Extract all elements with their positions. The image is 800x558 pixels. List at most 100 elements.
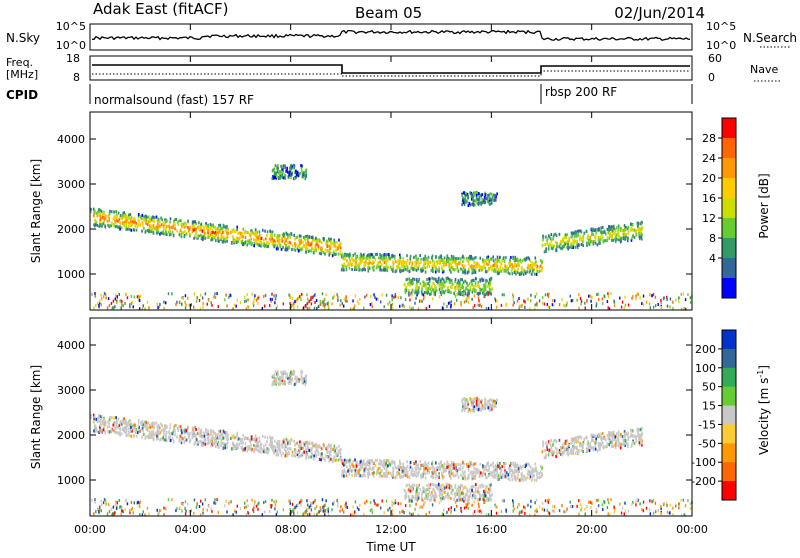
- power-cell: [280, 237, 283, 241]
- power-cell: [578, 243, 580, 247]
- power-cell: [487, 268, 490, 272]
- cpid-mode-1: normalsound (fast) 157 RF: [94, 93, 254, 107]
- power-cell: [588, 294, 590, 298]
- power-cell: [414, 267, 416, 271]
- velocity-cell: [348, 461, 350, 465]
- power-cell: [482, 283, 485, 287]
- power-cell: [119, 299, 121, 303]
- power-cell: [473, 304, 476, 308]
- power-cell: [342, 256, 344, 260]
- power-cell: [414, 301, 416, 305]
- power-cell: [365, 293, 368, 297]
- power-cell: [98, 301, 101, 305]
- velocity-cell: [400, 468, 403, 472]
- velocity-cell: [430, 496, 433, 500]
- power-cell: [434, 264, 437, 268]
- power-cell: [428, 278, 431, 282]
- sky-right-tick-high: 10^5: [706, 20, 736, 33]
- velocity-cell: [424, 468, 427, 472]
- power-cell: [119, 227, 121, 231]
- power-cell: [253, 297, 256, 301]
- velocity-cell: [317, 449, 319, 453]
- velocity-cell: [340, 461, 343, 465]
- power-cell: [412, 277, 414, 281]
- power-cell: [279, 176, 281, 180]
- power-cell: [363, 306, 365, 310]
- power-cell: [222, 236, 224, 240]
- power-cell: [146, 223, 149, 227]
- velocity-cell: [521, 477, 524, 481]
- power-cell: [98, 213, 100, 217]
- power-cell: [161, 218, 163, 222]
- power-cell: [512, 294, 515, 298]
- power-cell: [626, 227, 629, 231]
- power-cell: [527, 263, 530, 267]
- velocity-cell: [528, 476, 531, 480]
- power-cell: [145, 215, 148, 219]
- power-cell: [363, 264, 365, 268]
- power-cell: [461, 292, 464, 296]
- power-cell: [689, 300, 692, 304]
- velocity-cell: [426, 468, 429, 472]
- power-cell: [291, 244, 294, 248]
- velocity-cell: [391, 474, 393, 478]
- power-cell: [499, 267, 502, 271]
- velocity-cell: [348, 472, 351, 476]
- power-cell: [371, 302, 373, 306]
- velocity-cell: [161, 424, 163, 428]
- power-cell: [358, 256, 360, 260]
- power-cell: [466, 200, 469, 204]
- power-cell: [489, 192, 492, 196]
- velocity-cell: [146, 435, 149, 439]
- power-cell: [195, 299, 198, 303]
- power-cell: [489, 196, 491, 200]
- power-cell: [462, 196, 464, 200]
- velocity-cell: [283, 442, 286, 446]
- velocity-cell: [442, 467, 444, 471]
- power-cell: [582, 235, 585, 239]
- velocity-cell: [525, 463, 527, 467]
- power-cell: [577, 234, 579, 238]
- velocity-cell: [299, 440, 301, 444]
- velocity-cell: [250, 437, 253, 441]
- velocity-cell: [482, 493, 484, 497]
- power-cell: [464, 292, 467, 296]
- power-cell: [282, 302, 285, 306]
- power-cell: [514, 255, 517, 259]
- power-cell: [649, 293, 651, 297]
- velocity-cell: [533, 474, 536, 478]
- power-cell: [352, 307, 354, 311]
- velocity-cell: [467, 462, 470, 466]
- velocity-cell: [164, 425, 167, 429]
- power-cell: [265, 243, 268, 247]
- power-cell: [294, 243, 297, 247]
- velocity-cell: [90, 416, 92, 420]
- velocity-cell: [101, 422, 104, 426]
- velocity-cell: [274, 446, 277, 450]
- velocity-cell: [253, 447, 256, 451]
- power-cell: [297, 297, 299, 301]
- power-cell: [511, 265, 514, 269]
- velocity-cell: [114, 430, 117, 434]
- power-cell: [490, 198, 493, 202]
- power-cell: [613, 299, 615, 303]
- power-cell: [312, 250, 315, 254]
- power-cell: [150, 229, 153, 233]
- power-cell: [314, 244, 317, 248]
- power-cell: [482, 259, 485, 263]
- power-cell: [175, 303, 177, 307]
- power-cell: [258, 230, 261, 234]
- velocity-cell: [441, 496, 444, 500]
- power-cell: [470, 279, 473, 283]
- velocity-cell: [361, 465, 363, 469]
- velocity-cell: [508, 467, 510, 471]
- velocity-cell: [258, 439, 261, 443]
- power-cell: [435, 267, 437, 271]
- velocity-cell: [532, 470, 535, 474]
- velocity-cell: [499, 473, 502, 477]
- velocity-cell: [520, 466, 523, 470]
- velocity-cell: [108, 425, 111, 429]
- velocity-cell: [461, 489, 464, 493]
- power-cell: [144, 230, 147, 234]
- power-cell: [351, 263, 354, 267]
